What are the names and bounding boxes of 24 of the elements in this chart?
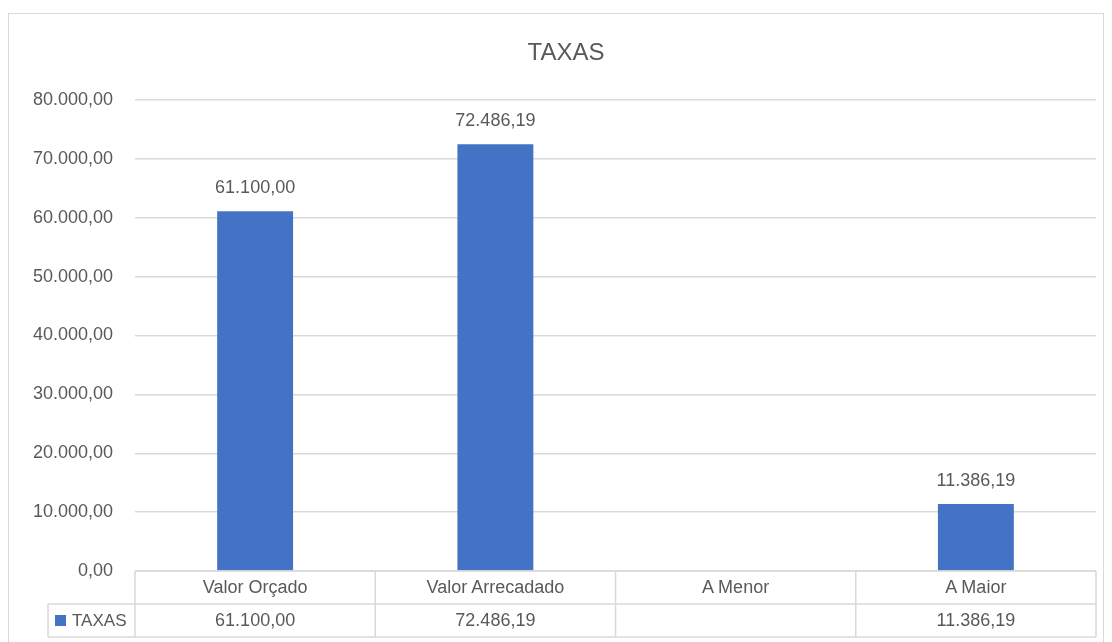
text: 11.386,19 (936, 469, 1016, 490)
x-tick-label: A Maior (945, 577, 1007, 598)
x-tick-label: Valor Orçado (202, 577, 308, 598)
data-label: 11.386,19 (936, 610, 1016, 631)
y-tick-label: 20.000,00 (32, 442, 113, 463)
y-tick-label: 30.000,00 (32, 383, 113, 404)
y-tick-label: 40.000,00 (32, 324, 113, 345)
y-tick-label: 80.000,00 (32, 88, 113, 109)
bar (457, 144, 534, 571)
bar (217, 211, 294, 571)
y-tick-label: 60.000,00 (32, 206, 113, 227)
text: 61.100,00 (215, 177, 296, 198)
chart-title: TAXAS (527, 37, 605, 65)
x-tick-label: Valor Arrecadado (426, 577, 565, 598)
text: 72.486,19 (455, 110, 536, 131)
y-tick-label: 70.000,00 (32, 147, 113, 168)
y-tick-label: 50.000,00 (32, 265, 113, 286)
y-tick-label: 0,00 (77, 559, 113, 580)
x-tick-label: A Menor (702, 577, 770, 598)
data-label: 61.100,00 (215, 610, 296, 631)
legend-label: TAXAS (72, 611, 127, 631)
data-label: 72.486,19 (455, 610, 536, 631)
bar (937, 503, 1014, 571)
y-tick-label: 10.000,00 (32, 501, 113, 522)
